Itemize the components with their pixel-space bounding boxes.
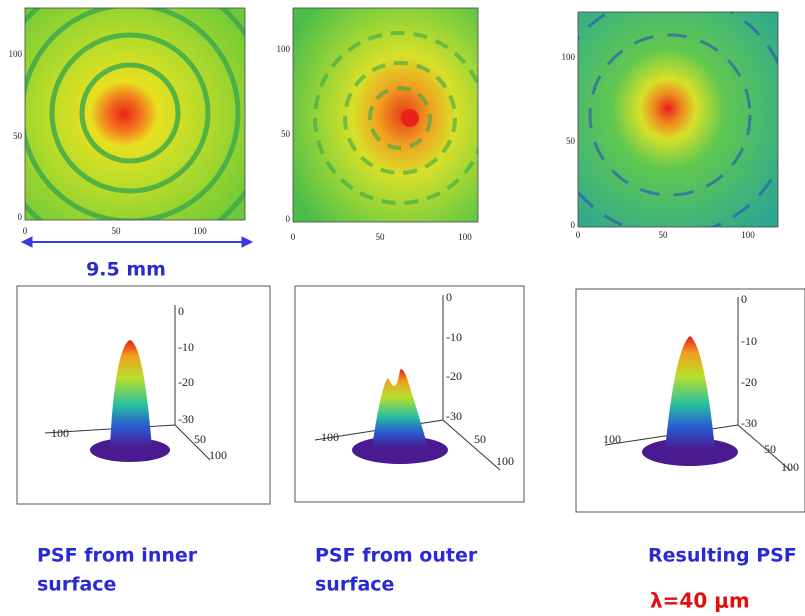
y-tick-label: 0 bbox=[18, 212, 23, 222]
wavelength: λ=40 μm bbox=[650, 589, 750, 613]
x-tick-label: 0 bbox=[576, 230, 581, 240]
surface-frame bbox=[294, 285, 525, 503]
z-tick-label: -20 bbox=[446, 369, 462, 383]
heatmap bbox=[25, 8, 245, 220]
y-tick-label: 50 bbox=[566, 136, 576, 146]
y-tick-label: 0 bbox=[571, 220, 576, 230]
x-tick-label: 100 bbox=[741, 230, 755, 240]
caption: surface bbox=[315, 574, 394, 596]
y-tick-label: 100 bbox=[9, 49, 23, 59]
z-tick-label: -20 bbox=[178, 375, 194, 389]
z-tick-label: -20 bbox=[741, 375, 757, 389]
y-tick-label: 50 bbox=[13, 131, 23, 141]
surface-frame bbox=[16, 285, 271, 505]
x-tick-label: 50 bbox=[659, 230, 669, 240]
axis-tick-label: 100 bbox=[603, 432, 621, 446]
z-tick-label: -30 bbox=[178, 412, 194, 426]
surface-plot bbox=[44, 295, 791, 471]
y-tick-label: 0 bbox=[286, 214, 291, 224]
axis-tick-label: 100 bbox=[51, 426, 69, 440]
z-tick-label: -10 bbox=[741, 334, 757, 348]
caption: Resulting PSF bbox=[648, 545, 797, 567]
heatmap bbox=[293, 8, 478, 222]
z-tick-label: 0 bbox=[741, 292, 747, 306]
x-tick-label: 50 bbox=[376, 232, 386, 242]
scale-label: 9.5 mm bbox=[86, 259, 166, 281]
y-tick-label: 100 bbox=[277, 44, 291, 54]
heatmap bbox=[578, 12, 778, 227]
axis-tick-label: 100 bbox=[781, 460, 799, 474]
axis-tick-label: 100 bbox=[496, 454, 514, 468]
x-tick-label: 0 bbox=[23, 226, 28, 236]
scale-arrow bbox=[20, 236, 254, 248]
z-tick-label: 0 bbox=[178, 304, 184, 318]
surface-frame bbox=[575, 288, 805, 513]
x-tick-label: 0 bbox=[291, 232, 296, 242]
axis-tick-label: 100 bbox=[209, 448, 227, 462]
z-tick-label: -30 bbox=[446, 409, 462, 423]
axis-tick-label: 50 bbox=[194, 432, 206, 446]
caption: surface bbox=[37, 574, 116, 596]
y-tick-label: 100 bbox=[562, 52, 576, 62]
x-tick-label: 100 bbox=[458, 232, 472, 242]
z-tick-label: -30 bbox=[741, 416, 757, 430]
caption: PSF from inner bbox=[37, 545, 198, 567]
axis-tick-label: 50 bbox=[764, 442, 776, 456]
x-tick-label: 50 bbox=[112, 226, 122, 236]
axis-tick-label: 50 bbox=[474, 432, 486, 446]
z-tick-label: -10 bbox=[446, 330, 462, 344]
caption: PSF from outer bbox=[315, 545, 478, 567]
y-tick-label: 50 bbox=[281, 129, 291, 139]
z-tick-label: -10 bbox=[178, 340, 194, 354]
z-tick-label: 0 bbox=[446, 290, 452, 304]
axis-tick-label: 100 bbox=[321, 430, 339, 444]
x-tick-label: 100 bbox=[193, 226, 207, 236]
